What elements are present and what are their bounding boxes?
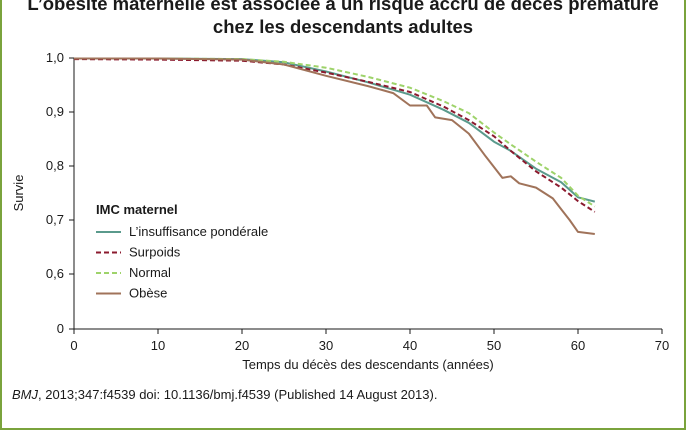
y-tick-label: 0,8 <box>46 158 64 173</box>
x-tick-label: 20 <box>235 338 249 353</box>
legend-label: Surpoids <box>129 245 181 260</box>
axes <box>73 58 662 330</box>
y-axis-title: Survie <box>11 175 26 212</box>
series-line <box>74 57 596 203</box>
x-tick-label: 0 <box>70 338 77 353</box>
y-tick-label: 1,0 <box>46 50 64 65</box>
x-axis-title: Temps du décès des descendants (années) <box>242 357 494 372</box>
legend-label: Obèse <box>129 286 167 301</box>
y-tick-label: 0,7 <box>46 212 64 227</box>
series-line <box>74 57 595 235</box>
series-lines <box>73 57 596 235</box>
legend-title: IMC maternel <box>96 202 178 217</box>
x-tick-label: 70 <box>655 338 669 353</box>
y-tick-label: 0 <box>57 321 64 336</box>
citation-journal: BMJ <box>12 387 38 402</box>
chart-title-line1: L’obésité maternelle est associée à un r… <box>27 0 659 14</box>
chart-title-line2: chez les descendants adultes <box>212 16 474 37</box>
citation: BMJ, 2013;347:f4539 doi: 10.1136/bmj.f45… <box>12 387 437 402</box>
legend-label: L’insuffisance pondérale <box>129 224 268 239</box>
x-tick-label: 30 <box>319 338 333 353</box>
legend-label: Normal <box>129 265 171 280</box>
x-tick-label: 10 <box>151 338 165 353</box>
series-line <box>74 57 596 208</box>
x-tick-label: 50 <box>487 338 501 353</box>
y-tick-label: 0,9 <box>46 104 64 119</box>
series-line <box>73 58 596 213</box>
ticks: 0 10 20 30 40 50 60 70 0 0,6 0,7 0,8 0,9 1,0 <box>46 50 669 353</box>
citation-details: , 2013;347:f4539 doi: 10.1136/bmj.f4539 … <box>38 387 438 402</box>
y-tick-label: 0,6 <box>46 266 64 281</box>
x-tick-label: 40 <box>403 338 417 353</box>
x-tick-label: 60 <box>571 338 585 353</box>
legend: IMC maternel L’insuffisance pondérale Sur… <box>96 202 268 301</box>
